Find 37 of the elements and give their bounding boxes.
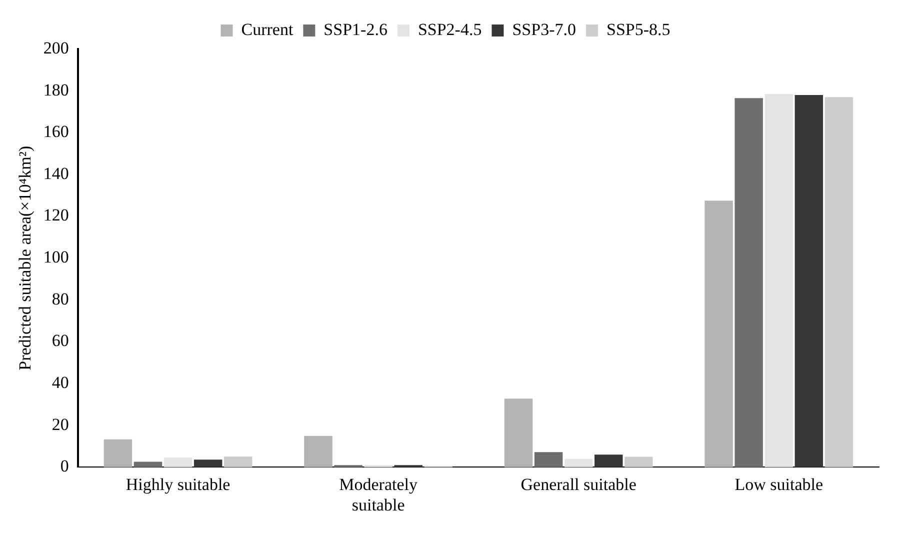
y-tick-label: 200 [43, 38, 69, 58]
legend-label: SSP5-8.5 [606, 20, 670, 39]
bar [164, 458, 192, 468]
y-tick-label: 120 [43, 206, 69, 225]
x-tick-label: Moderately suitable [339, 474, 418, 514]
x-tick-label: Low suitable [734, 474, 824, 494]
y-tick-label: 180 [43, 80, 69, 100]
y-tick-label: 40 [52, 373, 69, 392]
bar [504, 398, 533, 468]
bar [624, 456, 653, 468]
bar [564, 458, 593, 468]
y-tick-label: 20 [52, 414, 69, 434]
bar [134, 462, 162, 468]
y-tick-label: 0 [60, 456, 69, 476]
y-tick-label: 100 [43, 248, 69, 267]
bar [224, 456, 252, 468]
legend-label: SSP1-2.6 [324, 20, 388, 39]
bar [734, 98, 763, 468]
y-tick-label: 140 [43, 164, 69, 183]
y-tick-label: 80 [52, 289, 69, 308]
bar [824, 97, 854, 468]
y-tick-label: 60 [52, 331, 69, 350]
x-tick-label: Highly suitable [126, 474, 230, 494]
y-tick-label: 160 [43, 122, 69, 142]
legend-label: Current [241, 20, 294, 39]
x-tick-label: Generall suitable [520, 474, 636, 494]
bar [794, 95, 824, 468]
bar [764, 94, 793, 468]
bar [534, 452, 563, 468]
y-axis-title: Predicted suitable area(×10⁴km²) [16, 146, 35, 370]
bar [304, 436, 332, 468]
bar [594, 454, 623, 468]
bar [104, 439, 132, 468]
bar [194, 460, 222, 468]
legend-label: SSP2-4.5 [418, 20, 482, 39]
legend-label: SSP3-7.0 [512, 20, 576, 39]
bar [704, 200, 733, 468]
